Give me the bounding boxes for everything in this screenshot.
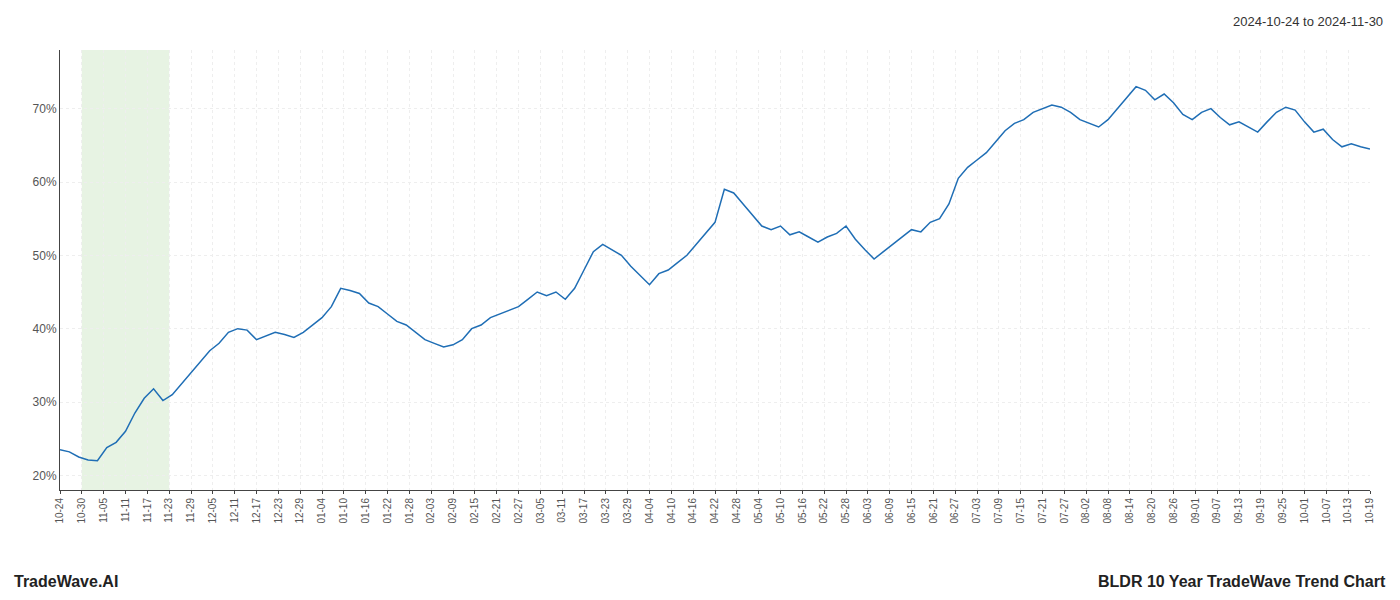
svg-text:10-24: 10-24 [54, 498, 65, 524]
svg-text:11-05: 11-05 [98, 498, 109, 523]
svg-text:01-28: 01-28 [404, 498, 415, 524]
svg-text:11-23: 11-23 [163, 498, 174, 523]
svg-text:01-16: 01-16 [360, 498, 371, 524]
svg-text:09-01: 09-01 [1190, 498, 1201, 524]
svg-text:12-23: 12-23 [273, 498, 284, 524]
svg-text:02-03: 02-03 [425, 498, 436, 524]
svg-text:02-09: 02-09 [447, 498, 458, 524]
svg-text:04-28: 04-28 [731, 498, 742, 524]
svg-text:06-21: 06-21 [928, 498, 939, 524]
svg-text:08-14: 08-14 [1124, 498, 1135, 524]
svg-text:05-22: 05-22 [818, 498, 829, 524]
svg-text:09-19: 09-19 [1255, 498, 1266, 524]
svg-text:01-04: 01-04 [316, 498, 327, 524]
svg-text:07-15: 07-15 [1015, 498, 1026, 524]
svg-text:12-17: 12-17 [251, 498, 262, 524]
svg-text:08-08: 08-08 [1102, 498, 1113, 524]
svg-text:06-15: 06-15 [906, 498, 917, 524]
svg-text:03-11: 03-11 [556, 498, 567, 523]
svg-text:50%: 50% [33, 249, 57, 263]
svg-text:07-27: 07-27 [1059, 498, 1070, 524]
svg-text:01-10: 01-10 [338, 498, 349, 524]
svg-text:02-27: 02-27 [513, 498, 524, 524]
svg-text:20%: 20% [33, 469, 57, 483]
svg-text:12-05: 12-05 [207, 498, 218, 524]
svg-text:01-22: 01-22 [382, 498, 393, 524]
svg-text:03-05: 03-05 [535, 498, 546, 524]
svg-text:06-09: 06-09 [884, 498, 895, 524]
svg-text:40%: 40% [33, 322, 57, 336]
svg-text:10-30: 10-30 [76, 498, 87, 524]
svg-text:06-03: 06-03 [862, 498, 873, 524]
svg-text:10-13: 10-13 [1342, 498, 1353, 524]
svg-text:09-13: 09-13 [1233, 498, 1244, 524]
svg-text:04-16: 04-16 [687, 498, 698, 524]
svg-text:02-21: 02-21 [491, 498, 502, 524]
svg-text:04-22: 04-22 [709, 498, 720, 524]
svg-text:03-23: 03-23 [600, 498, 611, 524]
svg-text:08-20: 08-20 [1146, 498, 1157, 524]
svg-text:10-07: 10-07 [1321, 498, 1332, 524]
svg-text:04-10: 04-10 [666, 498, 677, 524]
svg-text:12-11: 12-11 [229, 498, 240, 523]
svg-text:05-10: 05-10 [775, 498, 786, 524]
svg-text:BLDR 10 Year TradeWave Trend C: BLDR 10 Year TradeWave Trend Chart [1098, 573, 1386, 590]
svg-text:08-02: 08-02 [1080, 498, 1091, 524]
svg-text:11-11: 11-11 [120, 498, 131, 523]
svg-text:10-01: 10-01 [1299, 498, 1310, 524]
svg-text:08-26: 08-26 [1168, 498, 1179, 524]
svg-text:07-03: 07-03 [971, 498, 982, 524]
svg-text:10-19: 10-19 [1364, 498, 1375, 524]
svg-text:11-29: 11-29 [185, 498, 196, 523]
svg-text:04-04: 04-04 [644, 498, 655, 524]
svg-text:60%: 60% [33, 175, 57, 189]
svg-text:06-27: 06-27 [949, 498, 960, 524]
svg-text:05-28: 05-28 [840, 498, 851, 524]
svg-text:TradeWave.AI: TradeWave.AI [14, 573, 118, 590]
svg-text:2024-10-24 to 2024-11-30: 2024-10-24 to 2024-11-30 [1233, 14, 1383, 29]
svg-text:07-21: 07-21 [1037, 498, 1048, 524]
svg-text:05-04: 05-04 [753, 498, 764, 524]
svg-text:11-17: 11-17 [142, 498, 153, 523]
svg-text:05-16: 05-16 [797, 498, 808, 524]
svg-text:09-07: 09-07 [1211, 498, 1222, 524]
svg-text:03-29: 03-29 [622, 498, 633, 524]
svg-text:03-17: 03-17 [578, 498, 589, 524]
svg-text:07-09: 07-09 [993, 498, 1004, 524]
svg-text:12-29: 12-29 [294, 498, 305, 524]
svg-text:09-25: 09-25 [1277, 498, 1288, 524]
svg-text:70%: 70% [33, 102, 57, 116]
svg-text:02-15: 02-15 [469, 498, 480, 524]
svg-text:30%: 30% [33, 395, 57, 409]
